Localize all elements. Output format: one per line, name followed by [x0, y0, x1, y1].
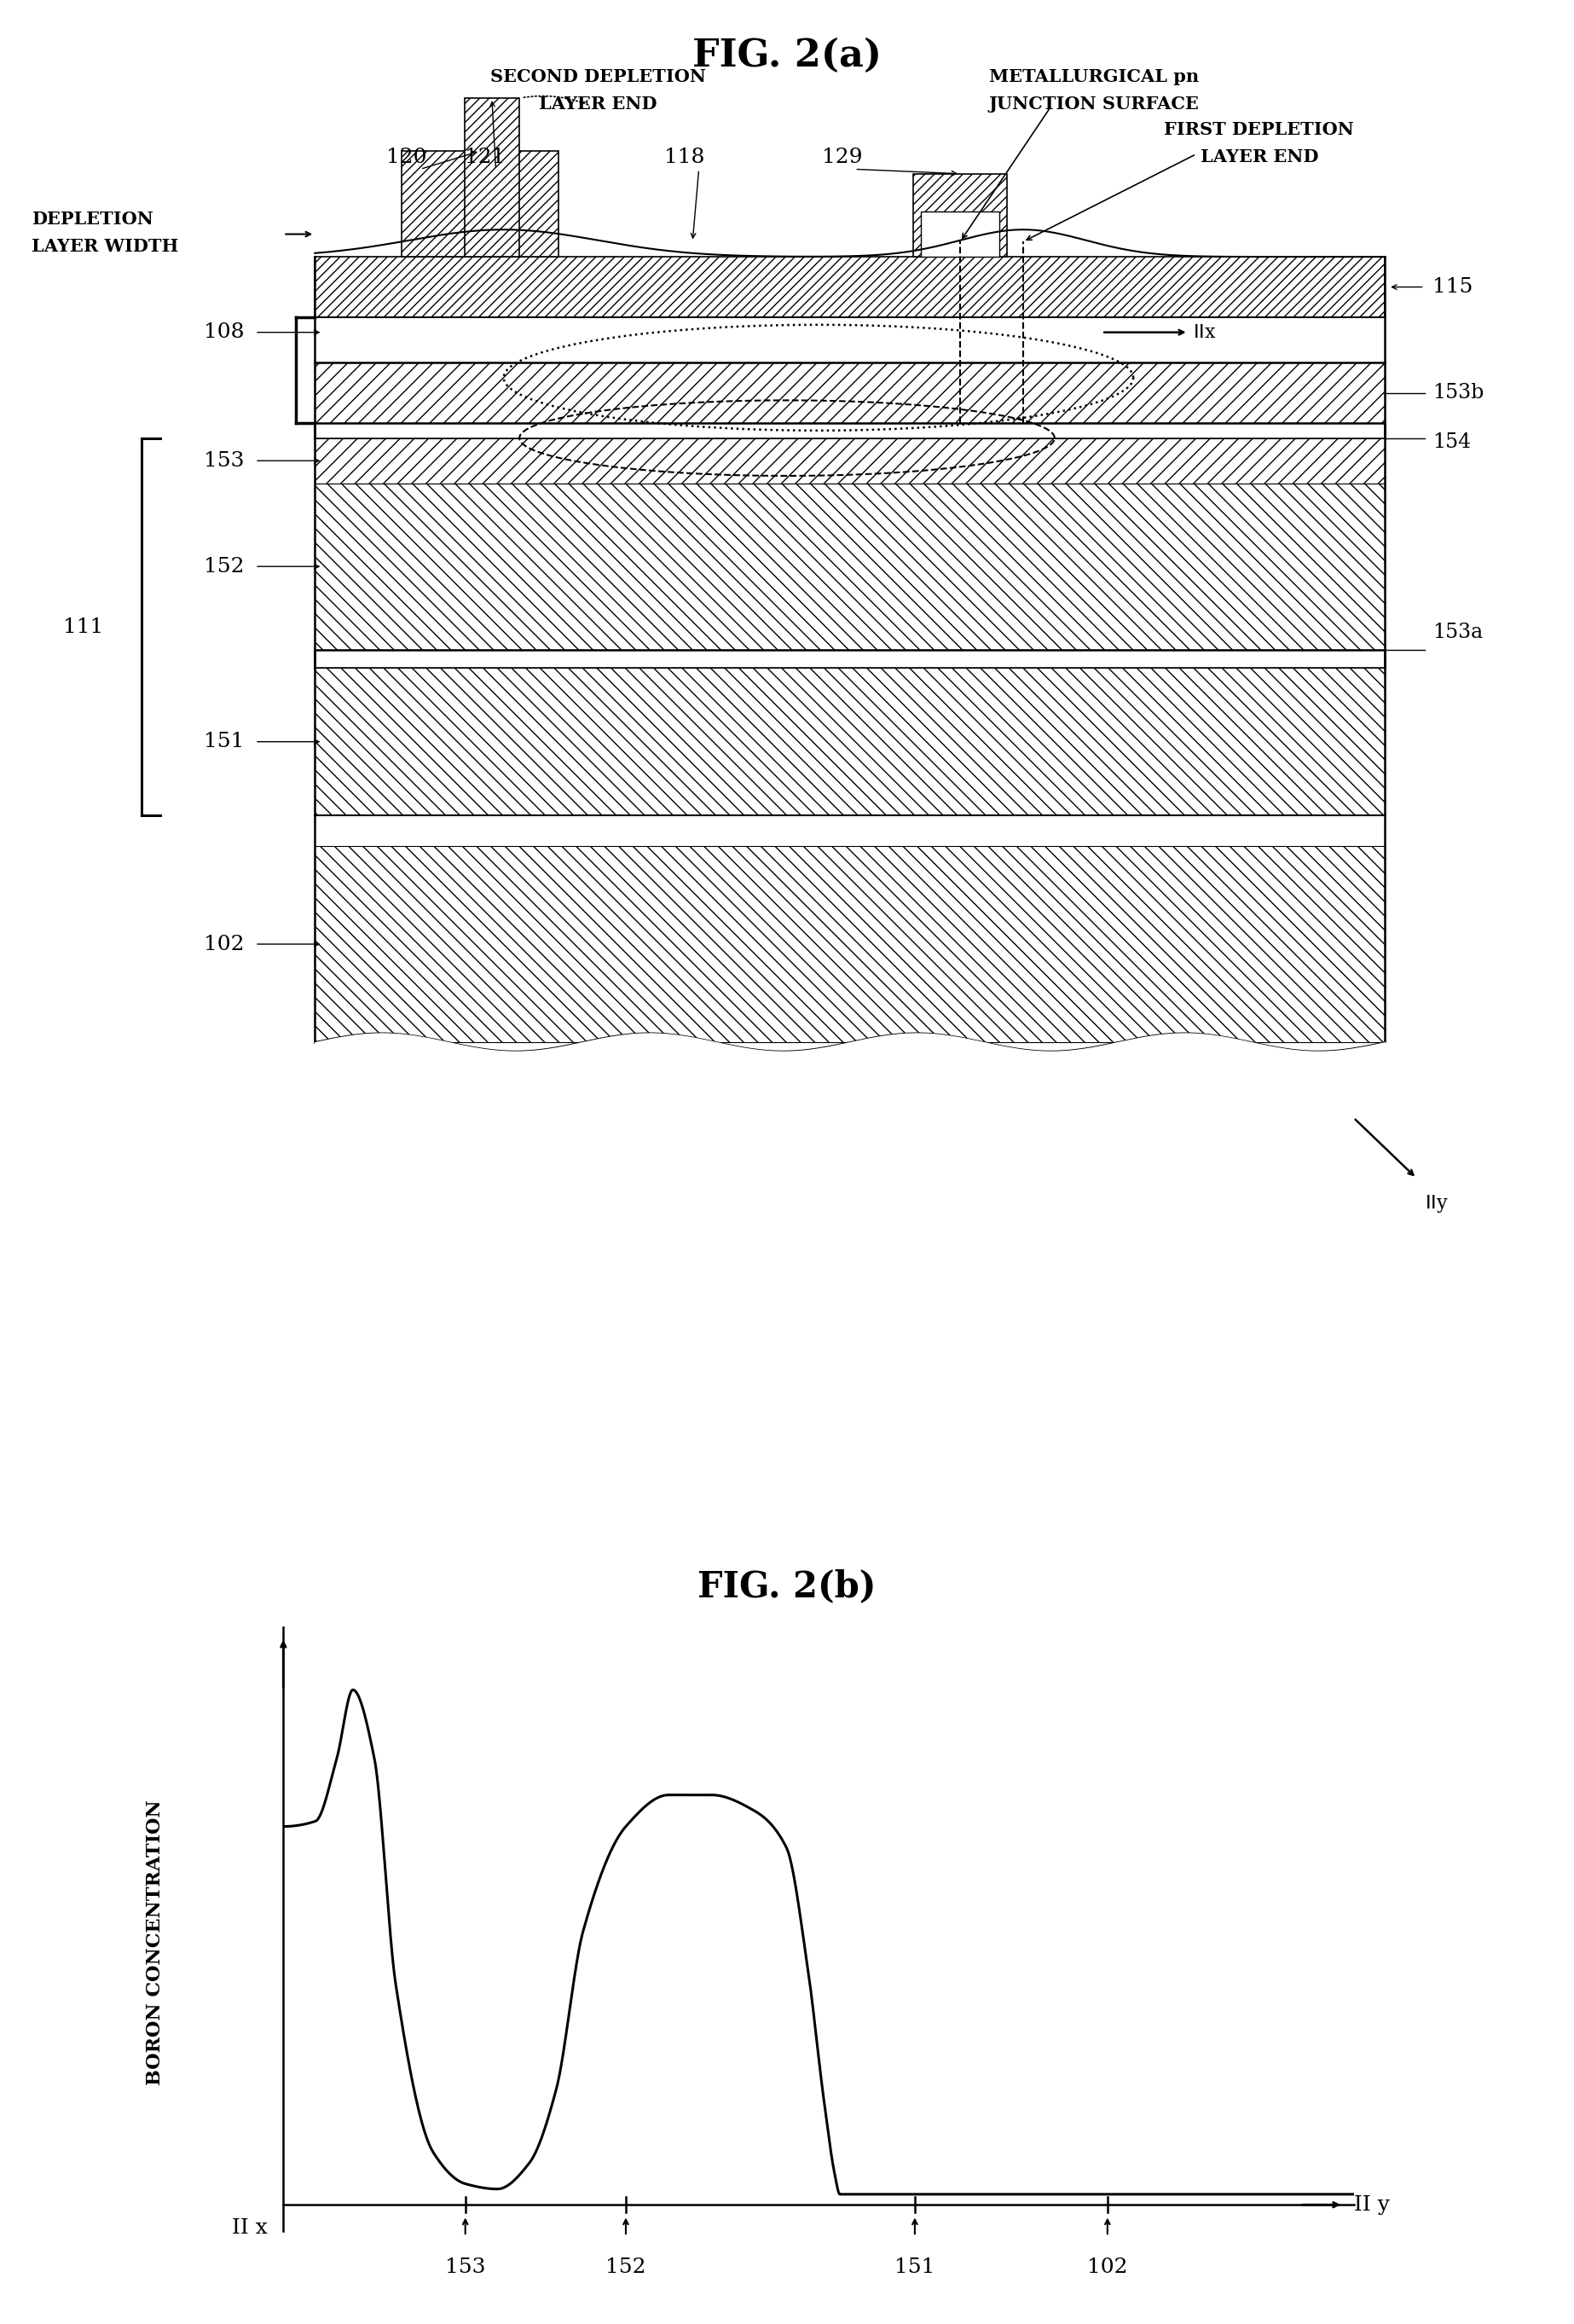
Text: BORON CONCENTRATION: BORON CONCENTRATION	[145, 1799, 164, 2085]
Text: 129: 129	[822, 149, 863, 167]
Text: FIRST DEPLETION: FIRST DEPLETION	[1165, 121, 1354, 137]
Bar	[464, 98, 519, 258]
Bar	[315, 423, 1385, 439]
Bar	[315, 316, 1385, 363]
Text: 102: 102	[203, 934, 244, 953]
Text: 108: 108	[203, 323, 244, 342]
Text: JUNCTION SURFACE: JUNCTION SURFACE	[988, 95, 1199, 112]
Text: 102: 102	[1088, 2257, 1127, 2278]
Text: II y: II y	[1354, 2194, 1390, 2215]
Bar	[913, 174, 1007, 258]
Bar	[315, 258, 1385, 318]
Text: 152: 152	[606, 2257, 645, 2278]
Bar	[315, 483, 1385, 651]
Text: II x: II x	[231, 2217, 268, 2238]
Text: 120: 120	[386, 149, 427, 167]
Bar	[315, 363, 1385, 423]
Text: $\rm{II}$x: $\rm{II}$x	[1193, 323, 1217, 342]
Text: 111: 111	[63, 618, 104, 637]
Text: 118: 118	[664, 149, 705, 167]
Text: LAYER WIDTH: LAYER WIDTH	[31, 237, 178, 256]
Text: LAYER END: LAYER END	[1199, 149, 1319, 165]
Text: SECOND DEPLETION: SECOND DEPLETION	[490, 67, 707, 86]
Text: 154: 154	[1432, 432, 1472, 453]
Text: DEPLETION: DEPLETION	[31, 211, 153, 228]
Text: 153: 153	[203, 451, 244, 469]
Text: METALLURGICAL pn: METALLURGICAL pn	[988, 67, 1199, 86]
Text: FIG. 2(b): FIG. 2(b)	[697, 1569, 877, 1604]
Text: 153: 153	[445, 2257, 485, 2278]
Text: 121: 121	[464, 149, 505, 167]
Text: 115: 115	[1432, 277, 1473, 297]
Text: 151: 151	[203, 732, 244, 751]
Bar	[315, 648, 1385, 667]
Bar	[315, 439, 1385, 483]
Text: 152: 152	[203, 558, 244, 576]
Bar	[315, 846, 1385, 1041]
Bar	[921, 211, 999, 258]
Bar	[401, 151, 559, 258]
Text: LAYER END: LAYER END	[538, 95, 658, 112]
Text: 153a: 153a	[1432, 623, 1483, 641]
Bar	[315, 667, 1385, 816]
Bar	[315, 816, 1385, 846]
Text: $\rm{II}$y: $\rm{II}$y	[1424, 1195, 1448, 1215]
Text: 153b: 153b	[1432, 383, 1484, 402]
Text: 151: 151	[894, 2257, 935, 2278]
Text: FIG. 2(a): FIG. 2(a)	[693, 37, 881, 74]
